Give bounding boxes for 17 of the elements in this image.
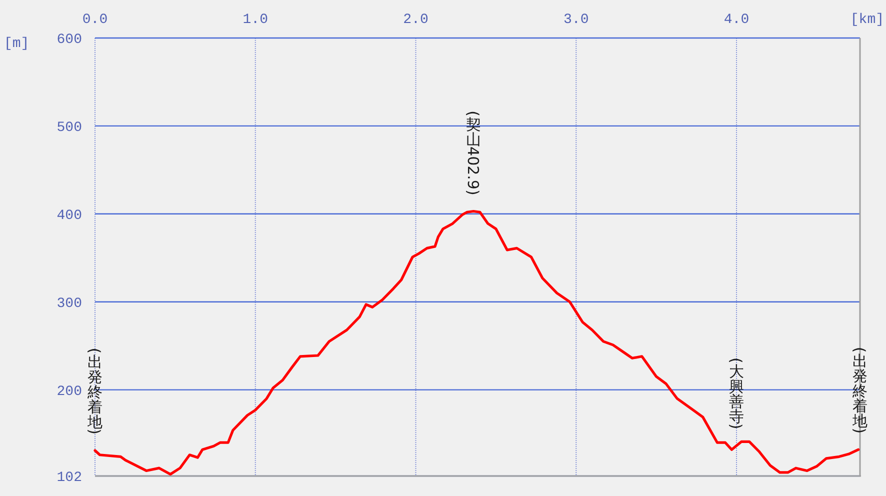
x-tick-label: 2.0 (403, 12, 428, 28)
y-tick-label: 200 (56, 384, 82, 400)
y-tick-label: 600 (56, 32, 82, 48)
y-axis-title: [m] (4, 36, 30, 52)
x-tick-label: 1.0 (242, 12, 268, 28)
annotation: (出発終着地) (850, 346, 869, 434)
x-tick-label: 0.0 (82, 12, 108, 28)
y-tick-label: 102 (56, 470, 82, 486)
x-axis-title: [km] (850, 12, 884, 28)
x-tick-label: 3.0 (564, 12, 589, 28)
x-tick-label: 4.0 (724, 12, 750, 28)
y-tick-label: 500 (56, 120, 82, 136)
annotation: (大興善寺) (727, 358, 746, 430)
annotation: (契山402.9) (464, 110, 482, 196)
annotation: (出発終着地) (86, 348, 104, 434)
y-tick-label: 400 (56, 208, 82, 224)
y-tick-label: 300 (56, 296, 82, 312)
